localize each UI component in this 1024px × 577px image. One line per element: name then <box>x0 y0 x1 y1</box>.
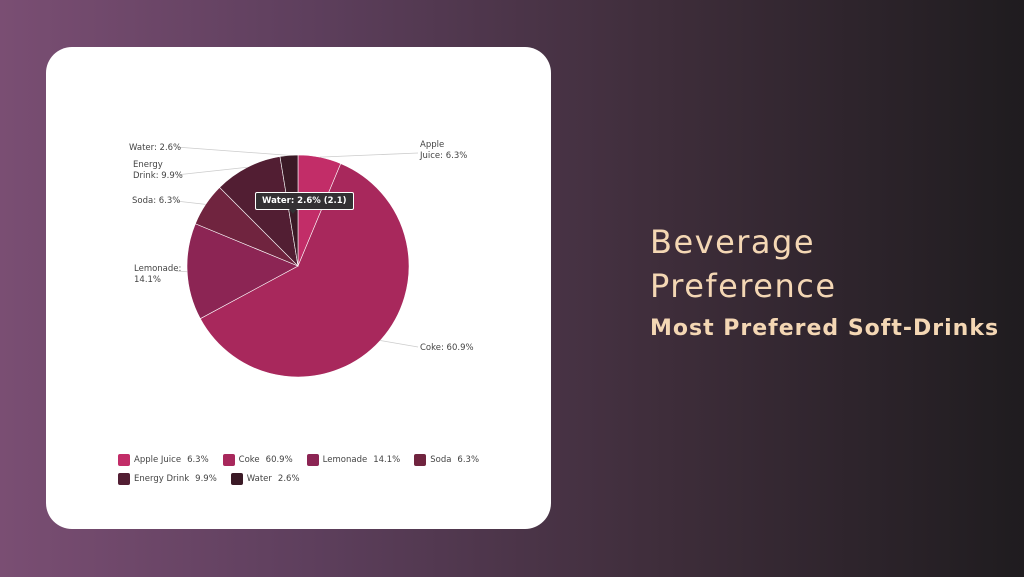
legend-item-lemonade[interactable]: Lemonade 14.1% <box>306 454 401 466</box>
legend-item-coke[interactable]: Coke 60.9% <box>222 454 293 466</box>
pie-label-coke: Coke: 60.9% <box>420 343 474 353</box>
legend-swatch <box>306 454 319 466</box>
title-block: Beverage Preference Most Prefered Soft-D… <box>650 220 999 341</box>
pie-label-water: Water: 2.6% <box>129 143 181 153</box>
chart-tooltip: Water: 2.6% (2.1) <box>255 192 354 214</box>
legend-swatch <box>414 454 427 466</box>
legend-label: Apple Juice <box>134 455 182 465</box>
page-title-line-2: Preference <box>650 267 837 305</box>
leader-line <box>175 270 188 273</box>
pie-label-energy-drink: Energy Drink: 9.9% <box>133 160 183 181</box>
leader-line <box>175 146 289 156</box>
legend-value: 14.1% <box>373 455 401 465</box>
legend-label: Coke <box>238 455 260 465</box>
leader-line <box>380 340 419 348</box>
page-title-line-1: Beverage <box>650 223 816 261</box>
legend-label: Lemonade <box>322 455 368 465</box>
legend-label: Energy Drink <box>134 474 190 484</box>
chart-card: Apple Juice: 6.3% Coke: 60.9% Lemonade: 14.1… <box>46 47 551 529</box>
legend-value: 6.3% <box>187 455 209 465</box>
legend-swatch <box>118 454 130 466</box>
pie-label-apple-juice: Apple Juice: 6.3% <box>419 140 467 161</box>
legend-swatch <box>118 473 130 485</box>
legend-item-energy-drink[interactable]: Energy Drink 9.9% <box>118 473 217 485</box>
leader-line <box>175 200 206 205</box>
pie-chart: Apple Juice: 6.3% Coke: 60.9% Lemonade: 14.1… <box>129 140 474 378</box>
legend-value: 2.6% <box>277 474 300 484</box>
legend-item-water[interactable]: Water 2.6% <box>230 473 300 485</box>
legend-swatch <box>230 473 243 485</box>
legend-swatch <box>222 454 235 466</box>
legend-value: 60.9% <box>265 455 293 465</box>
page-subtitle: Most Prefered Soft-Drinks <box>650 316 1000 341</box>
leader-line <box>319 152 419 158</box>
leader-line <box>175 166 248 176</box>
legend-item-apple-juice[interactable]: Apple Juice 6.3% <box>118 454 209 466</box>
legend-label: Water <box>246 474 272 484</box>
legend-value: 6.3% <box>457 455 480 465</box>
chart-legend: Apple Juice 6.3% Coke 60.9% Lemonade 14.1% Sod… <box>118 454 528 485</box>
legend-item-soda[interactable]: Soda 6.3% <box>414 454 479 466</box>
legend-label: Soda <box>430 455 452 465</box>
legend-value: 9.9% <box>195 474 217 484</box>
pie-label-soda: Soda: 6.3% <box>132 196 180 206</box>
pie-slice-coke[interactable] <box>199 163 410 378</box>
pie-label-lemonade: Lemonade: 14.1% <box>134 264 181 285</box>
